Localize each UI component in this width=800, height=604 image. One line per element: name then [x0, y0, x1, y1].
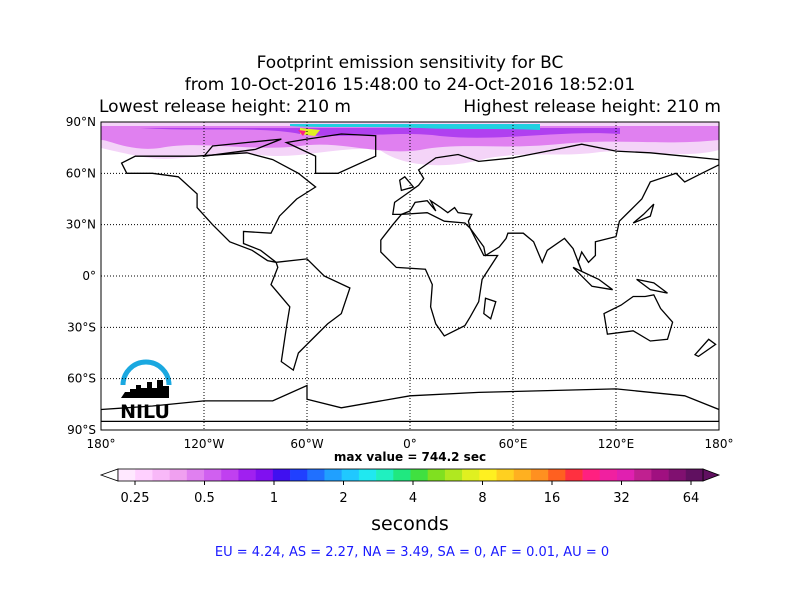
colorbar-tick-label: 0.5: [194, 491, 215, 506]
region-stats: EU = 4.24, AS = 2.27, NA = 3.49, SA = 0,…: [215, 545, 609, 560]
lon-label: 180°: [705, 437, 734, 451]
coastline: [483, 297, 497, 320]
colorbar-tick-label: 1: [270, 491, 278, 506]
colorbar-segment: [668, 469, 687, 481]
lat-label: 30°S: [67, 320, 96, 334]
lat-label: 90°N: [66, 115, 96, 129]
nilu-logo: NILU: [120, 359, 172, 423]
title: Footprint emission sensitivity for BC: [257, 53, 564, 73]
colorbar-segment: [135, 469, 153, 481]
colorbar-tick-label: 0.25: [121, 491, 150, 506]
coastline: [398, 175, 415, 192]
lon-label: 120°W: [184, 437, 225, 451]
lat-label: 0°: [82, 269, 96, 283]
coastline: [636, 278, 668, 294]
colorbar-segment: [169, 469, 188, 481]
colorbar-segment: [565, 469, 583, 481]
colorbar-segment: [462, 469, 480, 481]
colorbar-segment: [324, 469, 342, 481]
release-high: Highest release height: 210 m: [463, 97, 721, 117]
colorbar-segment: [427, 469, 446, 481]
colorbar-segment: [616, 469, 635, 481]
coastline: [284, 133, 377, 174]
colorbar-tick-label: 8: [478, 491, 486, 506]
colorbar-tick-label: 64: [683, 491, 700, 506]
max-value: max value = 744.2 sec: [334, 450, 486, 464]
colorbar-segment: [255, 469, 274, 481]
colorbar-segment: [290, 469, 308, 481]
coastline: [270, 258, 351, 372]
colorbar-segment: [307, 469, 325, 481]
colorbar-tick-label: 4: [409, 491, 417, 506]
subtitle: from 10-Oct-2016 15:48:00 to 24-Oct-2016…: [185, 75, 635, 95]
coastline: [380, 212, 499, 337]
coastline: [392, 143, 719, 272]
release-low: Lowest release height: 210 m: [99, 97, 351, 117]
colorbar-segment: [393, 469, 411, 481]
colorbar-segment: [152, 469, 170, 481]
colorbar-label: seconds: [371, 513, 449, 535]
colorbar-segment: [530, 469, 549, 481]
colorbar-segment: [548, 469, 566, 481]
coastline: [101, 384, 719, 423]
lon-label: 180°: [87, 437, 116, 451]
colorbar-segment: [410, 469, 429, 481]
colorbar-segment: [118, 469, 136, 481]
colorbar-segment: [634, 469, 652, 481]
coastline: [202, 138, 282, 158]
logo-text: NILU: [120, 401, 170, 423]
colorbar-segment: [444, 469, 463, 481]
colorbar-segment: [685, 469, 704, 481]
coastline: [603, 294, 674, 342]
colorbar-segment: [513, 469, 532, 481]
colorbar-frame: [117, 468, 704, 482]
lat-label: 60°S: [67, 372, 96, 386]
colorbar-segment: [221, 469, 239, 481]
colorbar-segment: [204, 469, 222, 481]
lat-label: 90°S: [67, 423, 96, 437]
lon-label: 60°E: [499, 437, 528, 451]
colorbar-segment: [651, 469, 669, 481]
lon-label: 120°E: [598, 437, 635, 451]
colorbar-segment: [238, 469, 256, 481]
coastline: [572, 266, 613, 291]
coastline: [632, 203, 655, 224]
colorbar-segment: [582, 469, 601, 481]
colorbar-segment: [341, 469, 360, 481]
colorbar-segment: [358, 469, 377, 481]
colorbar-segment: [186, 469, 205, 481]
colorbar-tick-label: 32: [613, 491, 630, 506]
coastline: [120, 152, 317, 263]
colorbar-segment: [376, 469, 394, 481]
coastlines: [101, 133, 719, 423]
colorbar-segment: [272, 469, 291, 481]
colorbar-tick-label: 2: [339, 491, 347, 506]
colorbar-segment: [479, 469, 497, 481]
lat-label: 60°N: [66, 166, 96, 180]
lon-label: 60°W: [290, 437, 323, 451]
colorbar-segment: [599, 469, 618, 481]
lat-label: 30°N: [66, 218, 96, 232]
colorbar-segment: [496, 469, 515, 481]
colorbar-tick-label: 16: [544, 491, 561, 506]
lon-label: 0°: [403, 437, 417, 451]
coastline: [693, 338, 717, 358]
